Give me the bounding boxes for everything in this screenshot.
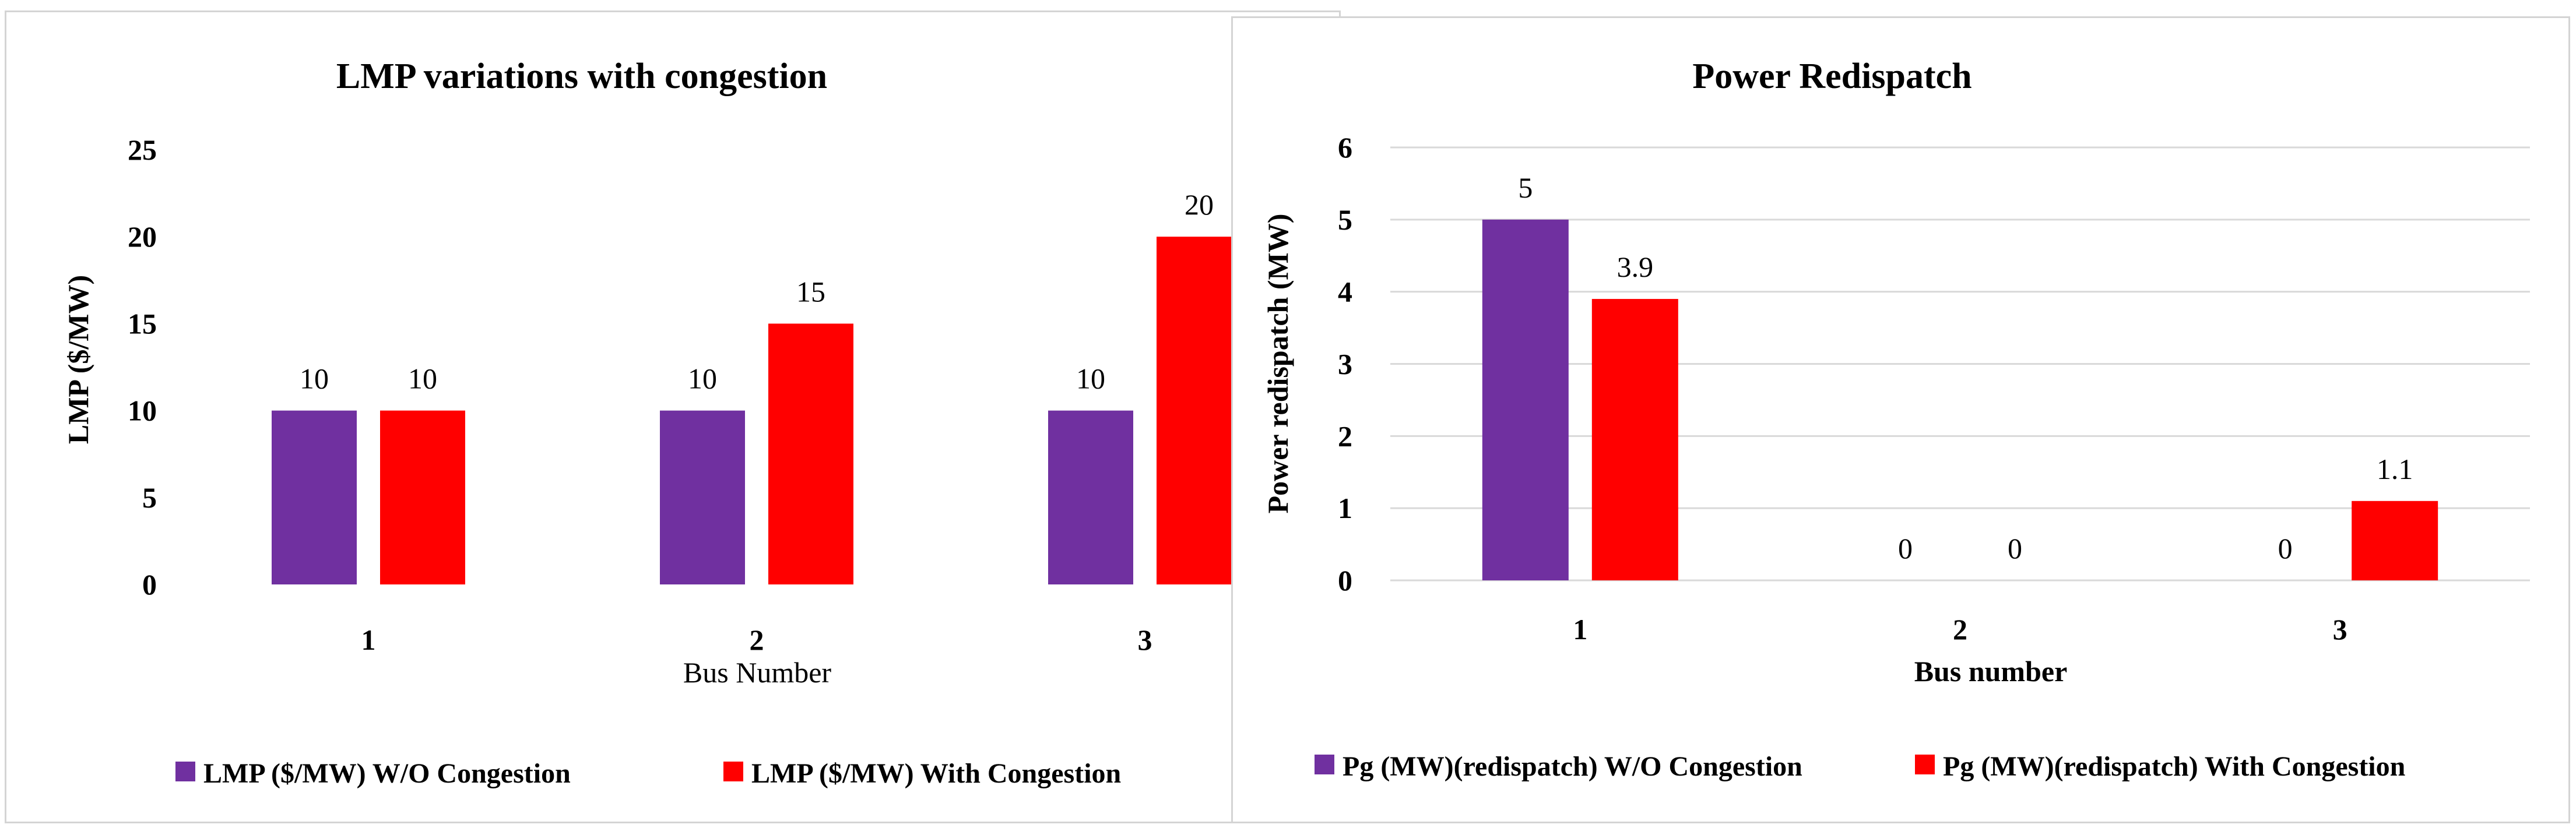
chart-panel-lmp: LMP variations with congestion LMP ($/MW… (5, 10, 1341, 823)
legend-entry: LMP ($/MW) W/O Congestion (203, 758, 571, 789)
y-tick-label: 20 (128, 220, 157, 253)
bar (660, 410, 745, 584)
y-tick-label: 2 (1338, 420, 1352, 452)
y-tick-label: 5 (142, 481, 157, 514)
y-tick-label: 0 (1338, 564, 1352, 597)
data-label: 10 (408, 362, 437, 395)
x-axis-label: Bus number (1914, 655, 2068, 688)
y-tick-label: 4 (1338, 276, 1352, 308)
y-tick-label: 6 (1338, 131, 1352, 164)
y-tick-label: 10 (128, 394, 157, 427)
bar (1048, 410, 1133, 584)
y-tick-label: 0 (142, 568, 157, 601)
x-tick-label: 1 (361, 623, 376, 656)
y-axis-label: LMP ($/MW) (62, 275, 94, 444)
y-tick-label: 5 (1338, 203, 1352, 236)
x-axis-label: Bus Number (683, 656, 832, 689)
legend-swatch (1915, 755, 1935, 774)
redispatch-chart-svg: Power Redispatch Power redispatch (MW) B… (1261, 57, 2530, 782)
chart-panel-redispatch: Power Redispatch Power redispatch (MW) B… (1231, 16, 2570, 823)
bar (272, 410, 357, 584)
bar (768, 323, 853, 584)
data-label: 10 (300, 362, 329, 395)
legend-swatch (723, 762, 743, 781)
data-label: 0 (2278, 532, 2293, 565)
data-label: 20 (1185, 188, 1214, 221)
legend-entry: Pg (MW)(redispatch) W/O Congestion (1343, 751, 1802, 782)
data-label: 0 (2008, 532, 2022, 565)
data-label: 1.1 (2377, 453, 2413, 485)
x-tick-label: 3 (2333, 613, 2347, 646)
legend-swatch (175, 762, 195, 781)
data-label: 3.9 (1617, 251, 1654, 283)
bar (380, 410, 465, 584)
data-label: 0 (1898, 532, 1913, 565)
y-tick-label: 3 (1338, 348, 1352, 380)
y-tick-label: 1 (1338, 492, 1352, 524)
data-label: 15 (796, 275, 825, 308)
x-tick-label: 2 (750, 623, 764, 656)
chart-title: LMP variations with congestion (336, 57, 827, 96)
bar (2352, 501, 2438, 580)
y-tick-label: 25 (128, 133, 157, 166)
x-tick-label: 2 (1953, 613, 1967, 646)
data-label: 10 (688, 362, 717, 395)
data-label: 5 (1518, 171, 1533, 204)
legend-swatch (1315, 755, 1334, 774)
y-axis-label: Power redispatch (MW) (1261, 214, 1294, 514)
bar (1482, 219, 1569, 580)
x-tick-label: 1 (1573, 613, 1587, 646)
lmp-chart-svg: LMP variations with congestion LMP ($/MW… (62, 57, 1242, 789)
bar (1591, 299, 1678, 580)
data-label: 10 (1076, 362, 1105, 395)
y-tick-label: 15 (128, 307, 157, 340)
x-tick-label: 3 (1138, 623, 1152, 656)
bar (1157, 237, 1242, 584)
legend-entry: Pg (MW)(redispatch) With Congestion (1943, 751, 2405, 782)
legend-entry: LMP ($/MW) With Congestion (751, 758, 1121, 789)
chart-title: Power Redispatch (1692, 57, 1971, 96)
